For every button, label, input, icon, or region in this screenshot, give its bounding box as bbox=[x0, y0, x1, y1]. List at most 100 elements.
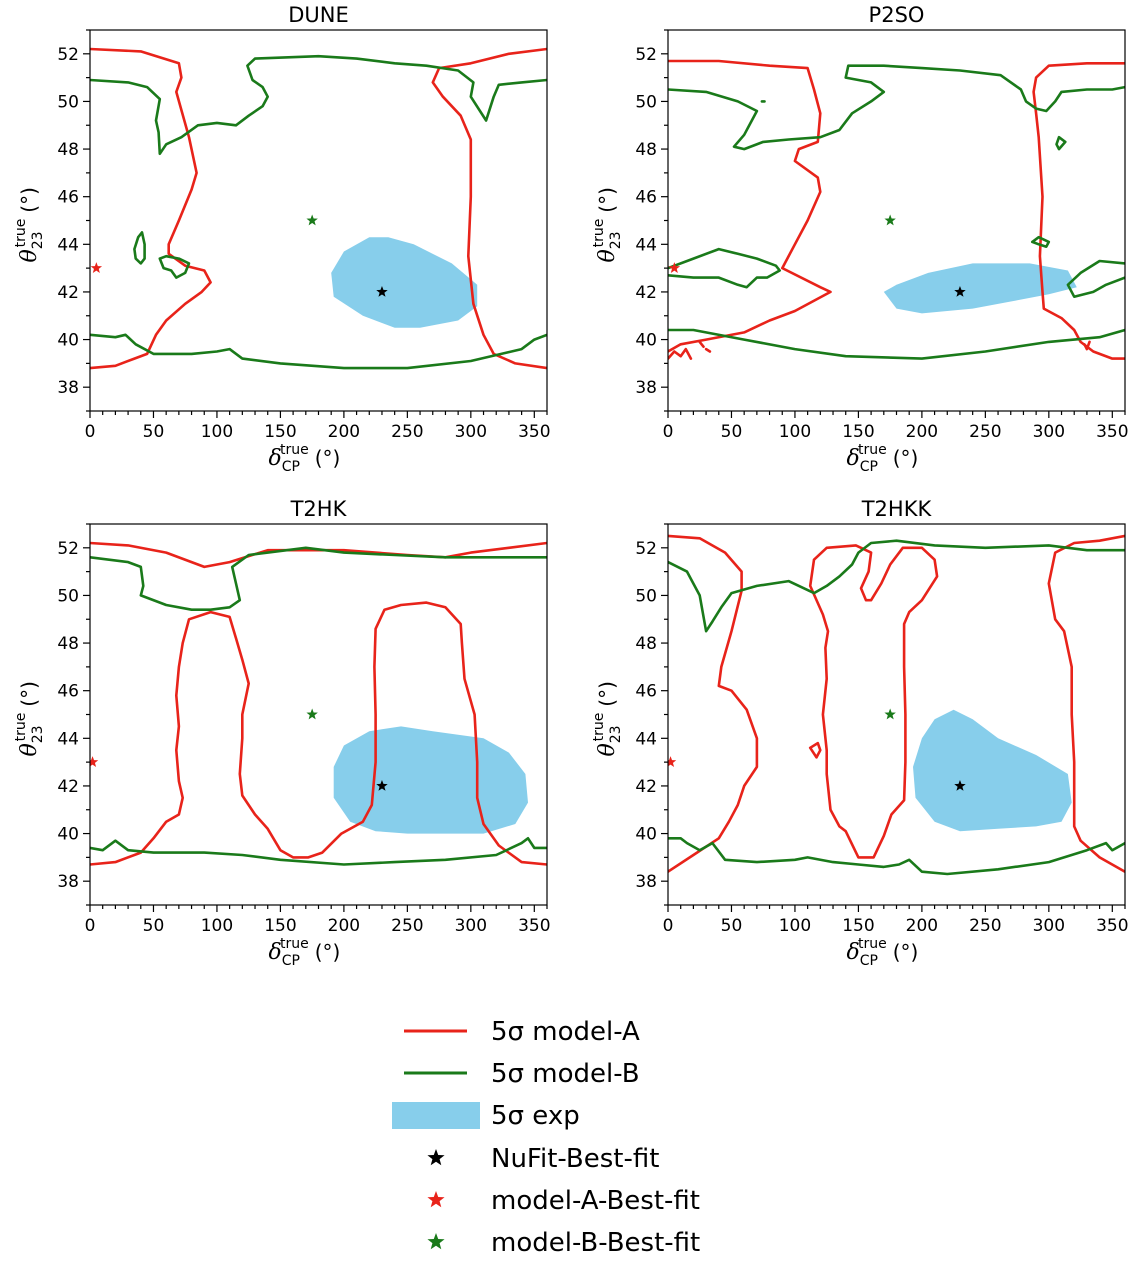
x-tick-label: 100 bbox=[779, 916, 811, 936]
x-tick-label: 300 bbox=[1033, 916, 1065, 936]
y-tick-label: 42 bbox=[57, 777, 79, 797]
x-axis-label: δCPtrue (°) bbox=[269, 936, 341, 969]
x-tick-label: 50 bbox=[143, 916, 165, 936]
x-tick-label: 0 bbox=[663, 916, 674, 936]
exp-region bbox=[331, 237, 478, 328]
y-tick-label: 44 bbox=[635, 235, 657, 255]
model-b-contour bbox=[668, 328, 1125, 360]
panel-title: T2HKK bbox=[861, 497, 933, 521]
model-b-contour bbox=[133, 231, 146, 265]
model-a-contour bbox=[1083, 340, 1091, 351]
x-tick-label: 250 bbox=[391, 916, 423, 936]
x-tick-label: 350 bbox=[1096, 422, 1128, 442]
legend-entry: model-B-Best-fit bbox=[427, 1228, 700, 1258]
x-tick-label: 0 bbox=[85, 422, 96, 442]
chart-panel-t2hk: 0 50 100 150 200 250 300 350 38 40 42 44 46 48 50 52 T2H… bbox=[13, 497, 551, 969]
model-b-contour bbox=[1055, 135, 1067, 151]
y-tick-label: 38 bbox=[635, 872, 657, 892]
x-tick-label: 200 bbox=[328, 422, 360, 442]
x-tick-label: 150 bbox=[264, 916, 296, 936]
x-tick-label: 100 bbox=[779, 422, 811, 442]
x-tick-label: 200 bbox=[328, 916, 360, 936]
model-a-contour bbox=[808, 544, 939, 859]
y-axis-label: θ23true(°) bbox=[591, 187, 624, 262]
y-tick-label: 52 bbox=[57, 45, 79, 65]
x-tick-label: 0 bbox=[663, 422, 674, 442]
y-tick-label: 42 bbox=[635, 777, 657, 797]
y-tick-label: 42 bbox=[635, 283, 657, 303]
model-b-contour bbox=[1066, 259, 1125, 298]
model-b-contour bbox=[668, 64, 1125, 151]
nufit-best-fit-marker bbox=[954, 285, 966, 297]
legend-patch-swatch bbox=[392, 1102, 480, 1129]
y-tick-label: 38 bbox=[57, 872, 79, 892]
model-b-best-fit-marker bbox=[884, 708, 896, 720]
x-axis-label: δCPtrue (°) bbox=[847, 442, 919, 475]
model-a-contour bbox=[704, 347, 712, 353]
model-a-contour bbox=[808, 741, 822, 759]
legend-entry: 5σ exp bbox=[392, 1101, 580, 1131]
plot-area bbox=[90, 47, 547, 370]
y-tick-label: 46 bbox=[635, 682, 657, 702]
model-a-contour bbox=[668, 59, 832, 353]
legend-star-swatch bbox=[427, 1149, 445, 1166]
model-b-contour bbox=[90, 546, 547, 611]
y-tick-label: 42 bbox=[57, 283, 79, 303]
legend-label: model-A-Best-fit bbox=[491, 1186, 700, 1216]
model-b-contour bbox=[158, 254, 191, 279]
model-b-contour bbox=[668, 539, 1125, 633]
nufit-best-fit-marker bbox=[376, 285, 388, 297]
x-tick-label: 250 bbox=[969, 422, 1001, 442]
legend-label: NuFit-Best-fit bbox=[491, 1144, 659, 1174]
y-tick-label: 44 bbox=[57, 729, 79, 749]
model-b-contour bbox=[668, 247, 781, 289]
y-tick-label: 46 bbox=[57, 188, 79, 208]
legend-star-swatch bbox=[427, 1233, 445, 1250]
axes-frame bbox=[89, 523, 548, 906]
y-tick-label: 50 bbox=[635, 586, 657, 606]
model-a-contour bbox=[90, 541, 547, 569]
x-tick-label: 300 bbox=[455, 422, 487, 442]
model-a-best-fit-marker bbox=[90, 262, 103, 273]
model-b-contour bbox=[90, 54, 547, 156]
x-tick-label: 300 bbox=[1033, 422, 1065, 442]
model-a-contour bbox=[90, 601, 547, 866]
legend-entry: 5σ model-B bbox=[404, 1059, 640, 1089]
model-b-contour bbox=[1031, 235, 1051, 248]
x-tick-label: 350 bbox=[518, 916, 550, 936]
y-tick-label: 52 bbox=[635, 539, 657, 559]
y-tick-label: 40 bbox=[635, 331, 657, 351]
axes-frame bbox=[667, 523, 1126, 906]
y-tick-label: 50 bbox=[57, 92, 79, 112]
x-tick-label: 250 bbox=[391, 422, 423, 442]
x-tick-label: 0 bbox=[85, 916, 96, 936]
x-tick-label: 100 bbox=[201, 422, 233, 442]
y-axis-label: θ23true(°) bbox=[13, 681, 46, 756]
x-tick-label: 50 bbox=[143, 422, 165, 442]
model-b-best-fit-marker bbox=[306, 214, 318, 226]
exp-region bbox=[883, 263, 1077, 314]
y-tick-label: 52 bbox=[57, 539, 79, 559]
panel-title: DUNE bbox=[288, 3, 349, 27]
x-tick-label: 150 bbox=[842, 916, 874, 936]
plot-area bbox=[90, 541, 547, 866]
y-tick-label: 40 bbox=[57, 331, 79, 351]
chart-panel-t2hkk: 0 50 100 150 200 250 300 350 38 40 42 44 46 48 50 52 T2H… bbox=[591, 497, 1129, 969]
x-tick-label: 350 bbox=[518, 422, 550, 442]
chart-panel-p2so: 0 50 100 150 200 250 300 350 38 40 42 44 46 48 50 52 P2S… bbox=[591, 3, 1129, 475]
plot-area bbox=[668, 59, 1125, 360]
model-a-best-fit-marker bbox=[668, 756, 677, 767]
y-tick-label: 48 bbox=[635, 634, 657, 654]
legend-entry: 5σ model-A bbox=[404, 1017, 640, 1047]
y-tick-label: 50 bbox=[57, 586, 79, 606]
y-tick-label: 52 bbox=[635, 45, 657, 65]
panel-title: T2HK bbox=[290, 497, 348, 521]
legend-label: 5σ model-A bbox=[491, 1017, 640, 1047]
y-tick-label: 44 bbox=[635, 729, 657, 749]
legend-entry: model-A-Best-fit bbox=[427, 1186, 700, 1216]
x-tick-label: 350 bbox=[1096, 916, 1128, 936]
x-tick-label: 200 bbox=[906, 916, 938, 936]
y-axis-label: θ23true(°) bbox=[591, 681, 624, 756]
model-b-best-fit-marker bbox=[306, 708, 318, 720]
